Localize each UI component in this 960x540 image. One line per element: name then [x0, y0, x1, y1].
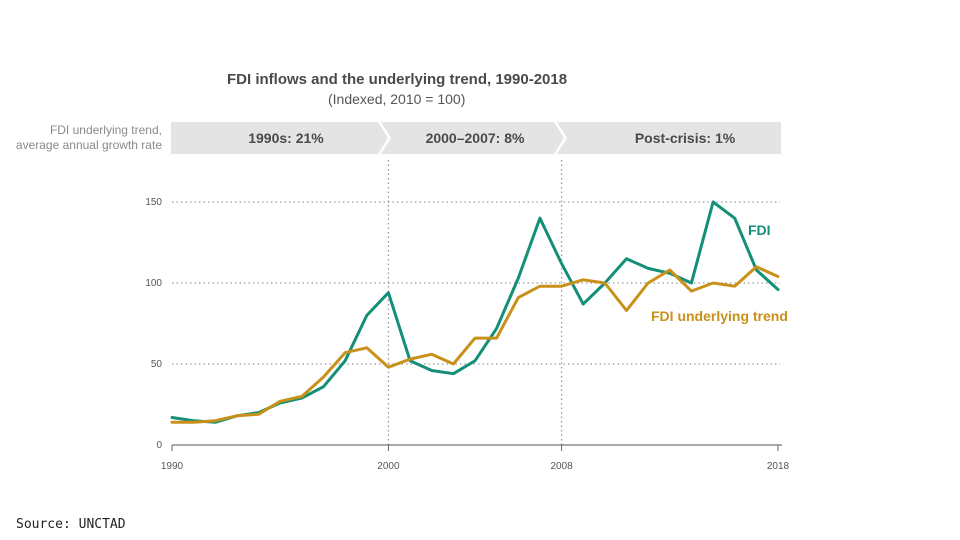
- x-tick-label: 2018: [767, 461, 790, 472]
- x-tick-label: 2000: [377, 461, 400, 472]
- series-label-trend: FDI underlying trend: [651, 308, 788, 324]
- y-tick-label: 0: [156, 440, 162, 451]
- chart-title: FDI inflows and the underlying trend, 19…: [227, 71, 567, 88]
- period-band-2000-2007: [381, 122, 564, 154]
- series-label-fdi: FDI: [748, 222, 771, 238]
- source-note: Source: UNCTAD: [16, 517, 126, 532]
- x-tick-label: 1990: [161, 461, 184, 472]
- y-tick-label: 50: [151, 359, 163, 370]
- band-label-line2: average annual growth rate: [16, 138, 162, 152]
- x-tick-label: 2008: [550, 461, 573, 472]
- period-band-1990s: [171, 122, 388, 154]
- chart-subtitle: (Indexed, 2010 = 100): [328, 91, 465, 107]
- period-label-post-crisis: Post-crisis: 1%: [635, 130, 736, 146]
- y-tick-label: 150: [145, 197, 162, 208]
- band-label-line1: FDI underlying trend,: [50, 123, 162, 137]
- period-label-2000-2007: 2000–2007: 8%: [426, 130, 525, 146]
- axes: 0 50 100 150 1990 2000 2008 2018: [145, 197, 789, 472]
- trend-line: [170, 265, 780, 424]
- gridlines: [172, 160, 780, 445]
- y-tick-label: 100: [145, 278, 162, 289]
- period-band-post-crisis: [557, 122, 781, 154]
- series: [170, 200, 780, 424]
- period-label-1990s: 1990s: 21%: [248, 130, 324, 146]
